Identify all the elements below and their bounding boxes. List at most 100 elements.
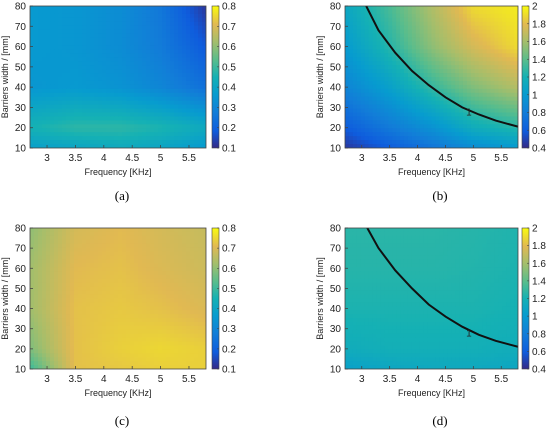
heatmap-cell — [178, 329, 183, 335]
heatmap-cell — [126, 96, 131, 102]
heatmap-cell — [419, 49, 425, 54]
heatmap-cell — [392, 120, 397, 125]
heatmap-cell — [158, 100, 163, 106]
heatmap-cell — [138, 49, 143, 54]
heatmap-cell — [106, 278, 111, 284]
heatmap-cell — [110, 263, 115, 268]
heatmap-cell — [202, 128, 206, 133]
heatmap-cell — [142, 239, 147, 245]
y-axis-label: Barriers width / [mm] — [0, 257, 10, 340]
heatmap-cell — [62, 318, 67, 323]
heatmap-cell — [42, 77, 47, 82]
heatmap-cell — [423, 61, 429, 66]
heatmap-cell — [474, 116, 480, 121]
heatmap-cell — [470, 124, 476, 129]
heatmap-cell — [118, 247, 123, 253]
heatmap-cell — [462, 92, 468, 98]
heatmap-cell — [459, 41, 464, 47]
heatmap-cell — [510, 112, 515, 118]
heatmap-cell — [46, 275, 51, 280]
heatmap-cell — [403, 80, 409, 86]
heatmap-cell — [30, 144, 35, 148]
heatmap-cell — [348, 6, 354, 11]
heatmap-cell — [94, 267, 99, 272]
heatmap-cell — [42, 349, 47, 354]
heatmap-cell — [118, 33, 123, 39]
heatmap-cell — [423, 13, 429, 19]
heatmap-cell — [498, 9, 503, 15]
heatmap-cell — [98, 65, 103, 70]
heatmap-cell — [400, 6, 405, 11]
heatmap-cell — [415, 53, 421, 58]
heatmap-cell — [498, 92, 503, 98]
heatmap-cell — [86, 53, 91, 58]
heatmap-cell — [384, 65, 389, 70]
heatmap-cell — [150, 140, 155, 145]
heatmap-cell — [407, 84, 413, 90]
heatmap-cell — [114, 325, 119, 331]
heatmap-cell — [186, 100, 191, 106]
heatmap-cell — [447, 88, 452, 94]
y-tick-label: 30 — [15, 324, 27, 335]
heatmap-cell — [46, 298, 51, 304]
heatmap-cell — [478, 96, 484, 102]
heatmap-cell — [466, 80, 472, 86]
heatmap-cell — [178, 112, 183, 118]
heatmap-cell — [102, 21, 107, 27]
heatmap-cell — [474, 17, 480, 23]
heatmap-cell — [150, 286, 155, 292]
heatmap-cell — [74, 65, 79, 70]
heatmap-cell — [146, 25, 151, 31]
heatmap-cell — [194, 124, 199, 129]
heatmap-cell — [146, 132, 151, 137]
heatmap-cell — [482, 29, 488, 35]
heatmap-cell — [478, 53, 484, 58]
heatmap-cell — [345, 228, 350, 233]
heatmap-cell — [494, 9, 499, 15]
heatmap-cell — [126, 345, 131, 351]
heatmap-cell — [459, 6, 464, 11]
heatmap-cell — [54, 302, 59, 307]
heatmap-cell — [510, 61, 515, 66]
heatmap-cell — [368, 80, 374, 86]
heatmap-cell — [158, 6, 163, 11]
heatmap-cell — [146, 6, 151, 11]
heatmap-cell — [122, 53, 127, 58]
heatmap-cell — [94, 132, 99, 137]
heatmap-cell — [198, 286, 203, 292]
heatmap-cell — [490, 108, 496, 114]
heatmap-cell — [170, 365, 175, 369]
heatmap-cell — [392, 112, 397, 118]
heatmap-cell — [102, 302, 107, 307]
heatmap-cell — [118, 116, 123, 121]
heatmap-cell — [134, 41, 139, 47]
heatmap-cell — [54, 306, 59, 311]
heatmap-cell — [34, 128, 39, 133]
heatmap-cell — [98, 251, 103, 257]
heatmap-cell — [122, 263, 127, 268]
heatmap-cell — [486, 49, 492, 54]
heatmap-cell — [30, 263, 35, 268]
heatmap-cell — [198, 6, 203, 11]
heatmap-cell — [158, 361, 163, 366]
heatmap-cell — [486, 140, 492, 145]
heatmap-cell — [388, 21, 393, 27]
heatmap-cell — [474, 29, 480, 35]
heatmap-cell — [82, 275, 87, 280]
heatmap-cell — [34, 80, 39, 86]
heatmap-cell — [345, 73, 350, 78]
heatmap-cell — [190, 329, 195, 335]
heatmap-cell — [510, 45, 515, 50]
heatmap-cell — [134, 282, 139, 288]
heatmap-cell — [94, 278, 99, 284]
heatmap-cell — [407, 25, 413, 31]
heatmap-cell — [162, 314, 167, 319]
heatmap-cell — [134, 69, 139, 74]
heatmap-cell — [178, 345, 183, 351]
heatmap-cell — [352, 45, 358, 50]
heatmap-cell — [186, 255, 191, 260]
heatmap-cell — [431, 61, 437, 66]
heatmap-cell — [198, 80, 203, 86]
heatmap-cell — [42, 243, 47, 249]
heatmap-cell — [474, 124, 480, 129]
